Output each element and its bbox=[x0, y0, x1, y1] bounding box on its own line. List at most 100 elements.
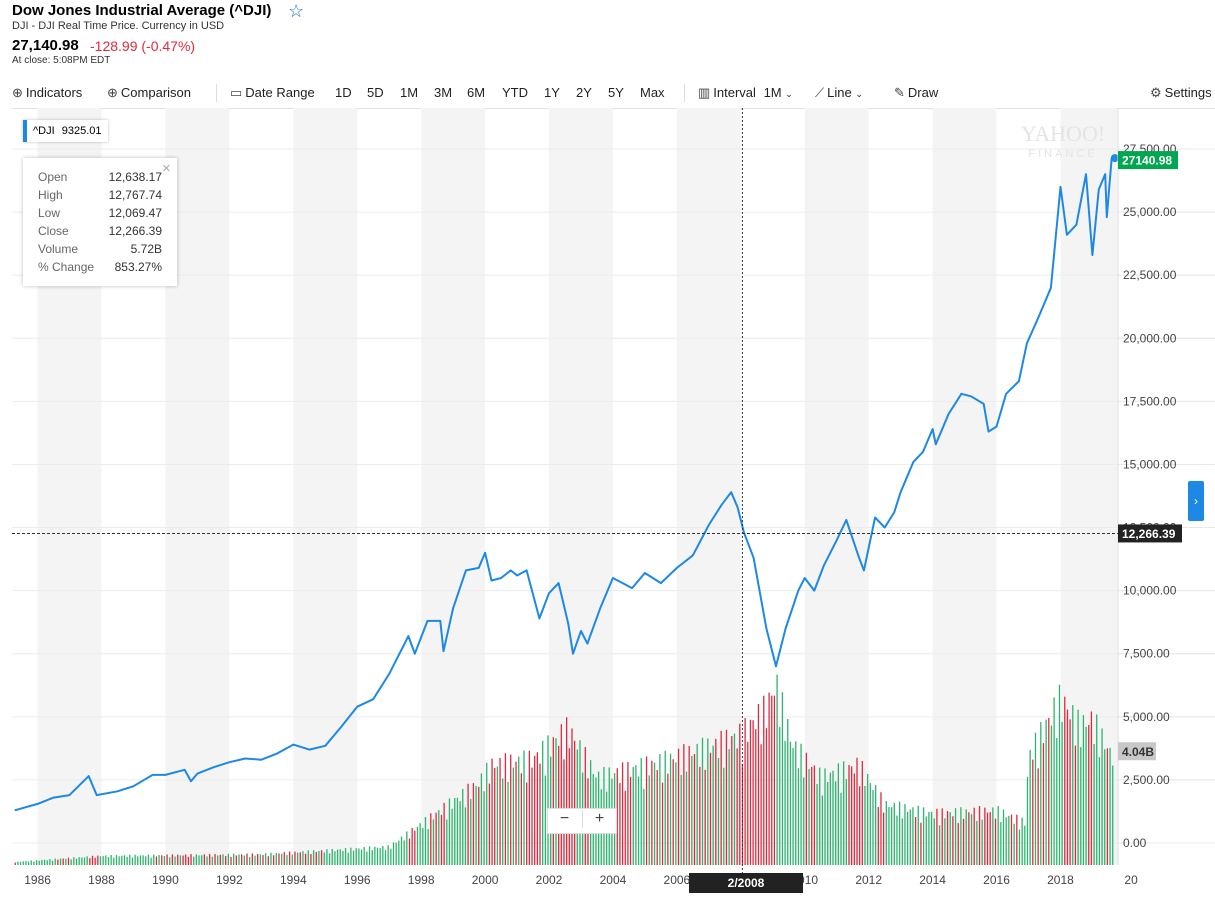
volume-bar bbox=[667, 773, 669, 865]
volume-bar bbox=[1050, 725, 1053, 865]
last-price-dot bbox=[1110, 154, 1119, 163]
price-point bbox=[960, 392, 963, 395]
volume-bar bbox=[789, 741, 792, 865]
volume-bar bbox=[65, 858, 67, 865]
volume-bar bbox=[821, 795, 824, 865]
price-point bbox=[752, 557, 755, 559]
volume-bar bbox=[390, 848, 392, 865]
volume-bar bbox=[190, 854, 192, 865]
volume-bar bbox=[925, 816, 927, 865]
volume-bar bbox=[1056, 738, 1058, 865]
volume-bar bbox=[446, 819, 448, 865]
volume-bar bbox=[869, 783, 871, 865]
price-point bbox=[765, 627, 768, 630]
crosshair-price-flag-bg bbox=[1118, 524, 1182, 543]
price-point bbox=[599, 607, 601, 610]
price-point bbox=[797, 589, 800, 592]
volume-bar bbox=[1058, 684, 1061, 865]
price-point bbox=[708, 524, 710, 526]
interval-dropdown[interactable]: ▥ Interval 1M ⌄ bbox=[698, 85, 793, 100]
volume-bar bbox=[520, 773, 523, 865]
volume-bar bbox=[323, 852, 325, 865]
volume-bar bbox=[246, 853, 248, 865]
volume-bar bbox=[339, 849, 341, 865]
range-2y[interactable]: 2Y bbox=[576, 85, 592, 100]
star-outline-icon[interactable]: ☆ bbox=[288, 1, 305, 21]
close-icon[interactable]: ✕ bbox=[161, 163, 171, 175]
price-point bbox=[516, 574, 518, 577]
price-point bbox=[525, 569, 528, 572]
settings-button[interactable]: ⚙ Settings bbox=[1150, 85, 1212, 100]
volume-bar bbox=[459, 801, 461, 865]
price-point bbox=[874, 516, 876, 519]
range-ytd[interactable]: YTD bbox=[502, 85, 528, 100]
volume-bar bbox=[350, 847, 352, 865]
volume-bar bbox=[296, 852, 299, 865]
range-max[interactable]: Max bbox=[640, 85, 665, 100]
volume-bar bbox=[33, 861, 35, 865]
indicators-button[interactable]: ⊕ Indicators bbox=[12, 85, 83, 100]
volume-bar bbox=[1029, 749, 1031, 865]
y-tick-label: 10,000.00 bbox=[1123, 584, 1177, 598]
range-5y[interactable]: 5Y bbox=[608, 85, 624, 100]
x-tick-label: 1986 bbox=[24, 873, 51, 887]
volume-bar bbox=[496, 766, 499, 865]
price-point bbox=[1050, 287, 1052, 289]
x-tick-label: 1994 bbox=[280, 873, 307, 887]
range-3m[interactable]: 3M bbox=[434, 85, 453, 100]
volume-bar bbox=[888, 807, 890, 865]
chart-type-dropdown[interactable]: ⟋ Line ⌄ bbox=[815, 85, 863, 100]
legend-symbol[interactable]: ^DJI 9325.01 bbox=[23, 120, 108, 142]
volume-bar bbox=[448, 798, 451, 865]
volume-bar bbox=[965, 809, 967, 865]
price-point bbox=[465, 569, 467, 572]
volume-bar bbox=[968, 812, 970, 865]
volume-bar bbox=[294, 851, 296, 865]
price-point bbox=[324, 745, 327, 747]
volume-bar bbox=[326, 849, 328, 865]
volume-bar bbox=[299, 852, 301, 865]
price-point bbox=[132, 785, 135, 788]
tooltip-row: Low 12,069.47 bbox=[38, 206, 162, 224]
volume-bar bbox=[885, 800, 887, 865]
zoom-in-button[interactable]: + bbox=[582, 810, 616, 828]
volume-bar bbox=[573, 740, 576, 865]
range-6m[interactable]: 6M bbox=[467, 85, 486, 100]
volume-bar bbox=[579, 740, 581, 865]
zoom-out-button[interactable]: − bbox=[559, 810, 570, 827]
volume-bar bbox=[848, 764, 850, 865]
volume-bar bbox=[283, 852, 285, 865]
volume-bar bbox=[560, 724, 562, 865]
volume-bar bbox=[139, 855, 142, 865]
chevron-right-icon[interactable]: › bbox=[1188, 481, 1204, 521]
range-1m[interactable]: 1M bbox=[400, 85, 419, 100]
range-1d[interactable]: 1D bbox=[335, 85, 352, 100]
volume-bar bbox=[336, 849, 339, 865]
volume-bar bbox=[784, 740, 786, 865]
volume-bar bbox=[174, 856, 176, 865]
volume-bar bbox=[1026, 776, 1029, 865]
volume-bar bbox=[360, 849, 363, 865]
volume-bar bbox=[1064, 696, 1066, 865]
volume-bar bbox=[262, 855, 264, 865]
price-point bbox=[1026, 342, 1028, 345]
volume-bar bbox=[376, 847, 379, 865]
date-range-button[interactable]: ▭ Date Range bbox=[230, 85, 315, 100]
volume-bar bbox=[464, 807, 467, 865]
range-5d[interactable]: 5D bbox=[367, 85, 384, 100]
comparison-button[interactable]: ⊕ Comparison bbox=[107, 85, 191, 100]
volume-bar bbox=[1088, 725, 1090, 865]
volume-bar bbox=[536, 752, 538, 865]
volume-bar bbox=[1005, 817, 1007, 865]
volume-bar bbox=[358, 848, 360, 865]
volume-bar bbox=[43, 859, 46, 865]
draw-button[interactable]: ✎ Draw bbox=[894, 85, 939, 100]
volume-bar bbox=[877, 807, 879, 865]
volume-bar bbox=[488, 783, 491, 865]
volume-bar bbox=[78, 857, 80, 865]
price-point bbox=[987, 430, 990, 433]
range-1y[interactable]: 1Y bbox=[544, 85, 560, 100]
volume-bar bbox=[898, 801, 901, 865]
x-tick-label: 2000 bbox=[472, 873, 499, 887]
